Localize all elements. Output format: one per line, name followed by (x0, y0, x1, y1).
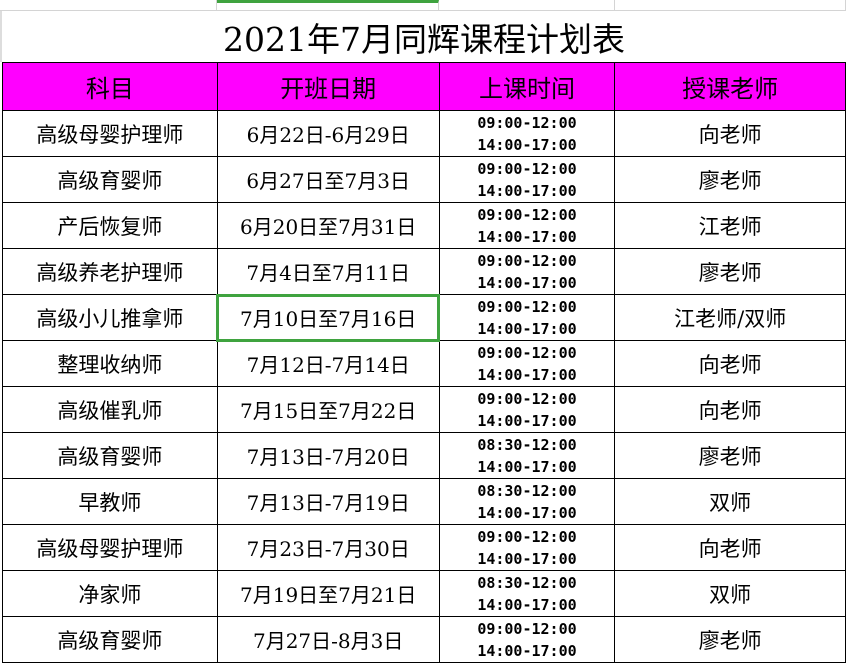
table-row: 早教师 7月13日-7月19日 08:30-12:00 14:00-17:00 双师 (2, 478, 846, 525)
cell-subject[interactable]: 高级育婴师 (2, 156, 218, 203)
cell-teacher[interactable]: 廖老师 (614, 156, 846, 203)
table-row: 高级小儿推拿师 7月10日至7月16日 09:00-12:00 14:00-17:00… (2, 293, 846, 342)
time-morning: 09:00-12:00 (477, 619, 577, 638)
cell-time[interactable]: 09:00-12:00 14:00-17:00 (438, 110, 616, 157)
time-morning: 08:30-12:00 (477, 573, 577, 592)
cell-time[interactable]: 09:00-12:00 14:00-17:00 (438, 340, 616, 387)
header-date[interactable]: 开班日期 (216, 62, 440, 111)
cell-teacher[interactable]: 江老师 (614, 202, 846, 249)
column-header-c[interactable] (439, 0, 615, 11)
cell-date[interactable]: 7月23日-7月30日 (216, 524, 440, 571)
time-afternoon: 14:00-17:00 (477, 503, 577, 522)
time-morning: 08:30-12:00 (477, 435, 577, 454)
cell-time[interactable]: 08:30-12:00 14:00-17:00 (438, 478, 616, 525)
time-afternoon: 14:00-17:00 (477, 319, 577, 338)
cell-time[interactable]: 08:30-12:00 14:00-17:00 (438, 432, 616, 479)
time-morning: 09:00-12:00 (477, 251, 577, 270)
cell-time[interactable]: 08:30-12:00 14:00-17:00 (438, 570, 616, 617)
cell-date[interactable]: 7月12日-7月14日 (216, 340, 440, 387)
cell-time[interactable]: 09:00-12:00 14:00-17:00 (438, 616, 616, 663)
table-row: 高级育婴师 7月27日-8月3日 09:00-12:00 14:00-17:00 廖老师 (2, 616, 846, 663)
table-row: 产后恢复师 6月20日至7月31日 09:00-12:00 14:00-17:00 江老… (2, 202, 846, 249)
cell-teacher[interactable]: 江老师/双师 (614, 294, 846, 341)
cell-time[interactable]: 09:00-12:00 14:00-17:00 (438, 156, 616, 203)
table-row: 高级催乳师 7月15日至7月22日 09:00-12:00 14:00-17:00 向老… (2, 386, 846, 433)
time-morning: 09:00-12:00 (477, 297, 577, 316)
table-row: 高级育婴师 6月27日至7月3日 09:00-12:00 14:00-17:00 廖老师 (2, 156, 846, 203)
column-header-a[interactable] (0, 0, 217, 11)
cell-teacher[interactable]: 双师 (614, 570, 846, 617)
header-subject[interactable]: 科目 (2, 62, 218, 111)
cell-date[interactable]: 7月13日-7月20日 (216, 432, 440, 479)
time-afternoon: 14:00-17:00 (477, 181, 577, 200)
time-afternoon: 14:00-17:00 (477, 273, 577, 292)
cell-date[interactable]: 7月10日至7月16日 (216, 293, 441, 342)
column-header-strip (0, 0, 846, 11)
table-row: 高级母婴护理师 7月23日-7月30日 09:00-12:00 14:00-17:00… (2, 524, 846, 571)
cell-subject[interactable]: 早教师 (2, 478, 218, 525)
cell-subject[interactable]: 高级催乳师 (2, 386, 218, 433)
table-row: 高级母婴护理师 6月22日-6月29日 09:00-12:00 14:00-17:00… (2, 110, 846, 157)
table-row: 高级育婴师 7月13日-7月20日 08:30-12:00 14:00-17:00 廖老… (2, 432, 846, 479)
cell-time[interactable]: 09:00-12:00 14:00-17:00 (438, 202, 616, 249)
cell-teacher[interactable]: 廖老师 (614, 616, 846, 663)
time-morning: 09:00-12:00 (477, 527, 577, 546)
cell-date[interactable]: 6月20日至7月31日 (216, 202, 440, 249)
table-row: 净家师 7月19日至7月21日 08:30-12:00 14:00-17:00 双师 (2, 570, 846, 617)
table-row: 高级养老护理师 7月4日至7月11日 09:00-12:00 14:00-17:00 廖… (2, 248, 846, 295)
cell-date[interactable]: 7月27日-8月3日 (216, 616, 440, 663)
cell-time[interactable]: 09:00-12:00 14:00-17:00 (438, 294, 616, 341)
cell-time[interactable]: 09:00-12:00 14:00-17:00 (438, 248, 616, 295)
cell-subject[interactable]: 产后恢复师 (2, 202, 218, 249)
cell-subject[interactable]: 净家师 (2, 570, 218, 617)
cell-time[interactable]: 09:00-12:00 14:00-17:00 (438, 386, 616, 433)
cell-date[interactable]: 6月27日至7月3日 (216, 156, 440, 203)
cell-time[interactable]: 09:00-12:00 14:00-17:00 (438, 524, 616, 571)
header-row: 科目 开班日期 上课时间 授课老师 (2, 62, 846, 111)
time-afternoon: 14:00-17:00 (477, 595, 577, 614)
cell-subject[interactable]: 高级养老护理师 (2, 248, 218, 295)
header-teacher[interactable]: 授课老师 (614, 62, 846, 111)
cell-teacher[interactable]: 双师 (614, 478, 846, 525)
column-header-d[interactable] (615, 0, 846, 11)
cell-teacher[interactable]: 廖老师 (614, 248, 846, 295)
time-afternoon: 14:00-17:00 (477, 135, 577, 154)
time-morning: 09:00-12:00 (477, 389, 577, 408)
schedule-table: 科目 开班日期 上课时间 授课老师 高级母婴护理师 6月22日-6月29日 09:0… (2, 62, 846, 663)
time-morning: 09:00-12:00 (477, 159, 577, 178)
time-afternoon: 14:00-17:00 (477, 549, 577, 568)
cell-subject[interactable]: 高级母婴护理师 (2, 524, 218, 571)
cell-date[interactable]: 7月4日至7月11日 (216, 248, 440, 295)
cell-subject[interactable]: 整理收纳师 (2, 340, 218, 387)
table-row: 整理收纳师 7月12日-7月14日 09:00-12:00 14:00-17:00 向老… (2, 340, 846, 387)
cell-subject[interactable]: 高级育婴师 (2, 432, 218, 479)
cell-date[interactable]: 7月13日-7月19日 (216, 478, 440, 525)
cell-subject[interactable]: 高级母婴护理师 (2, 110, 218, 157)
time-morning: 09:00-12:00 (477, 343, 577, 362)
cell-subject[interactable]: 高级育婴师 (2, 616, 218, 663)
time-afternoon: 14:00-17:00 (477, 457, 577, 476)
cell-date[interactable]: 7月15日至7月22日 (216, 386, 440, 433)
column-header-b[interactable] (217, 0, 439, 11)
cell-teacher[interactable]: 向老师 (614, 110, 846, 157)
cell-teacher[interactable]: 向老师 (614, 340, 846, 387)
time-morning: 09:00-12:00 (477, 113, 577, 132)
cell-teacher[interactable]: 向老师 (614, 524, 846, 571)
time-morning: 09:00-12:00 (477, 205, 577, 224)
cell-subject[interactable]: 高级小儿推拿师 (2, 294, 218, 341)
sheet-title: 2021年7月同辉课程计划表 (0, 11, 846, 62)
cell-date[interactable]: 7月19日至7月21日 (216, 570, 440, 617)
cell-teacher[interactable]: 廖老师 (614, 432, 846, 479)
time-morning: 08:30-12:00 (477, 481, 577, 500)
cell-teacher[interactable]: 向老师 (614, 386, 846, 433)
time-afternoon: 14:00-17:00 (477, 411, 577, 430)
time-afternoon: 14:00-17:00 (477, 365, 577, 384)
time-afternoon: 14:00-17:00 (477, 227, 577, 246)
time-afternoon: 14:00-17:00 (477, 641, 577, 660)
header-time[interactable]: 上课时间 (438, 62, 616, 111)
cell-date[interactable]: 6月22日-6月29日 (216, 110, 440, 157)
